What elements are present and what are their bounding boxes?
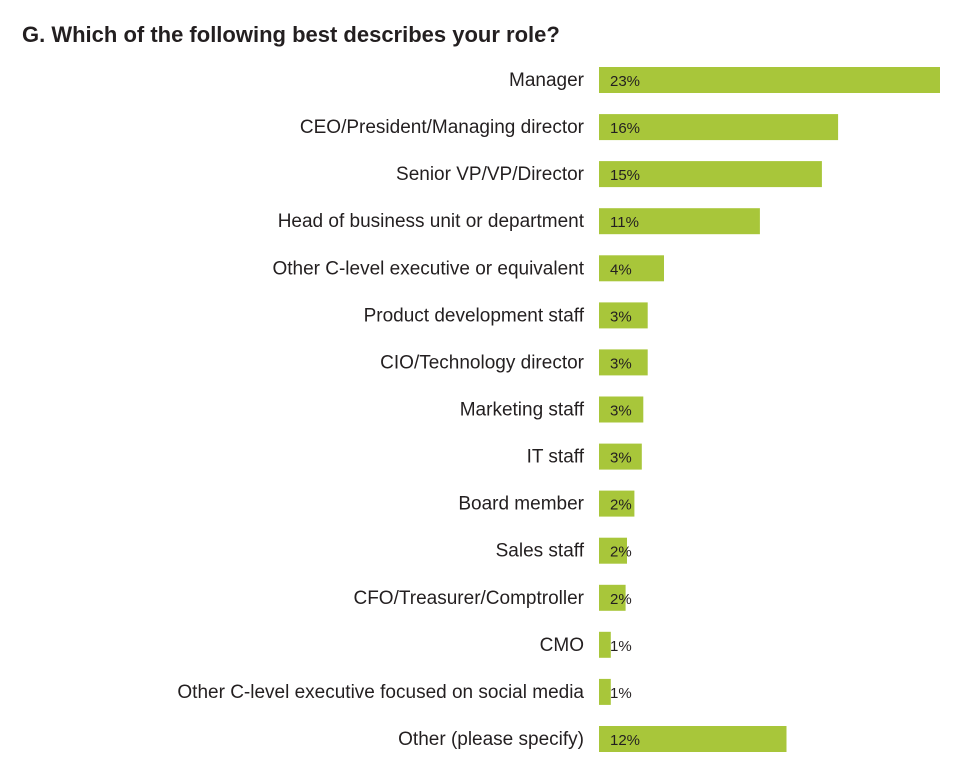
bar-5 [599, 302, 648, 329]
value-labels-group: 23% 16% 15% 11% 4% 3% 3% 3% 3% 2% 2% 2% 1% 1% 12% [610, 73, 640, 749]
category-label-12: CMO [540, 635, 584, 656]
category-label-8: IT staff [527, 447, 585, 468]
bars-group [599, 67, 940, 752]
value-label-13: 1% [610, 685, 632, 702]
value-label-11: 2% [610, 591, 632, 608]
category-label-2: Senior VP/VP/Director [396, 164, 585, 185]
bar-14 [599, 726, 787, 752]
category-label-7: Marketing staff [460, 400, 585, 421]
value-label-8: 3% [610, 450, 632, 467]
value-label-6: 3% [610, 355, 632, 372]
category-labels-group: Manager CEO/President/Managing director Se… [177, 70, 584, 750]
bar-4 [599, 255, 664, 282]
category-label-14: Other (please specify) [398, 729, 584, 750]
bar-1 [599, 114, 839, 141]
value-label-4: 4% [610, 261, 632, 278]
value-label-9: 2% [610, 497, 632, 514]
value-label-7: 3% [610, 403, 632, 420]
value-label-2: 15% [610, 167, 640, 184]
bar-8 [599, 443, 642, 470]
bar-6 [599, 349, 648, 376]
category-label-9: Board member [458, 494, 584, 515]
bar-13 [599, 678, 611, 705]
category-label-11: CFO/Treasurer/Comptroller [353, 588, 584, 609]
category-label-6: CIO/Technology director [380, 352, 584, 373]
value-label-1: 16% [610, 120, 640, 137]
bar-3 [599, 208, 760, 235]
bar-2 [599, 161, 822, 188]
bar-10 [599, 537, 627, 564]
value-label-12: 1% [610, 638, 632, 655]
value-label-3: 11% [610, 214, 639, 231]
bar-7 [599, 396, 644, 423]
value-label-0: 23% [610, 73, 640, 90]
bar-0 [599, 67, 940, 93]
value-label-14: 12% [610, 732, 640, 749]
bar-12 [599, 631, 611, 658]
category-label-13: Other C-level executive focused on socia… [177, 682, 584, 703]
bar-11 [599, 584, 626, 611]
chart-title: G. Which of the following best describes… [22, 22, 560, 47]
category-label-4: Other C-level executive or equivalent [272, 258, 584, 279]
category-label-3: Head of business unit or department [278, 211, 585, 232]
category-label-10: Sales staff [496, 541, 585, 562]
value-label-10: 2% [610, 544, 632, 561]
category-label-1: CEO/President/Managing director [300, 117, 585, 138]
bar-9 [599, 490, 635, 517]
category-label-5: Product development staff [364, 305, 585, 326]
category-label-0: Manager [509, 70, 585, 91]
value-label-5: 3% [610, 308, 632, 325]
